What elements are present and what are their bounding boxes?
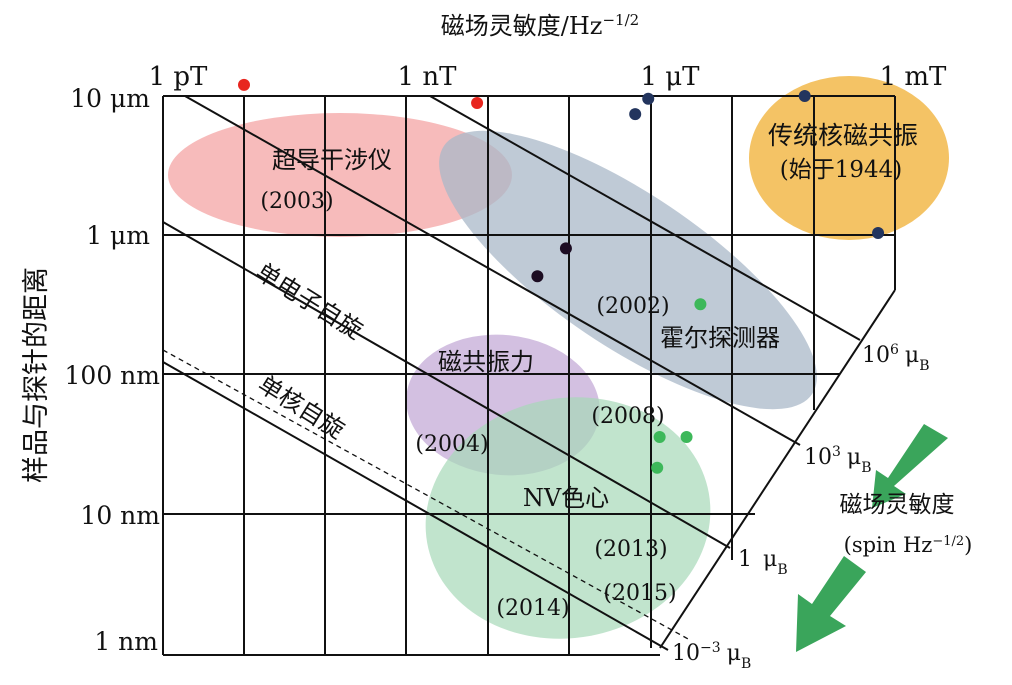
spin-line-1e3 bbox=[184, 95, 801, 446]
sensitivity-arrows bbox=[796, 424, 948, 652]
sensitivity-unit: (spin Hz−1/2) bbox=[844, 533, 973, 557]
squid-point-2 bbox=[238, 78, 250, 91]
hall-point-8 bbox=[798, 90, 811, 102]
hall-label: 霍尔探测器 bbox=[660, 324, 780, 352]
region-squid bbox=[168, 113, 512, 237]
y-tick-10nm: 10 nm bbox=[80, 501, 160, 530]
y-axis-label: 样品与探针的距离 bbox=[21, 267, 52, 483]
sensitivity-title: 磁场灵敏度 bbox=[840, 492, 955, 518]
arrow-lower bbox=[796, 556, 866, 652]
x-tick-1pt: 1 pT bbox=[149, 62, 208, 92]
nv-label: NV色心 bbox=[523, 484, 609, 512]
nv-year-2008: (2008) bbox=[591, 404, 664, 429]
x-tick-1nt: 1 nT bbox=[398, 62, 458, 92]
y-tick-100nm: 100 nm bbox=[65, 361, 161, 390]
spin-line-1em3 bbox=[162, 361, 669, 651]
x-tick-1ut: 1 μT bbox=[640, 62, 700, 92]
chart-title: 磁场灵敏度/Hz−1/2 bbox=[441, 11, 639, 40]
spin-lines bbox=[162, 95, 861, 651]
nv-point-1 bbox=[694, 298, 707, 311]
spin-label-1: 1 μB bbox=[738, 547, 788, 578]
hall-point-11 bbox=[872, 226, 885, 239]
hall-point-10 bbox=[629, 108, 642, 121]
spin-label-1e3: 103 μB bbox=[804, 444, 872, 476]
data-points bbox=[238, 78, 885, 474]
y-tick-1nm: 1 nm bbox=[94, 627, 158, 656]
spin-line-dashed bbox=[162, 349, 691, 641]
title-exponent: −1/2 bbox=[602, 11, 639, 29]
x-tick-1mt: 1 mT bbox=[880, 62, 947, 92]
spin-line-1e6 bbox=[429, 95, 861, 341]
hall-year: (2002) bbox=[596, 294, 669, 319]
mfm-label: 磁共振力 bbox=[438, 348, 534, 376]
region-hall bbox=[439, 130, 817, 410]
spin-line-1 bbox=[162, 221, 731, 549]
electron-spin-label: 单电子自旋 bbox=[251, 258, 368, 345]
region-nmr bbox=[749, 76, 949, 240]
nv-year-2013: (2013) bbox=[594, 537, 667, 562]
nv-point-3 bbox=[680, 430, 693, 443]
mfm-point-2 bbox=[531, 270, 544, 283]
y-tick-10um: 10 μm bbox=[70, 84, 150, 113]
squid-year: (2003) bbox=[260, 189, 333, 214]
nv-point-2 bbox=[653, 430, 666, 443]
nv-year-2014: (2014) bbox=[496, 596, 569, 621]
grid bbox=[162, 95, 896, 656]
spin-label-1e6: 106 μB bbox=[862, 342, 930, 374]
arrow-upper bbox=[872, 424, 948, 508]
nmr-year: (始于1944) bbox=[780, 157, 902, 183]
mfm-point-1 bbox=[559, 242, 572, 255]
mfm-year: (2004) bbox=[415, 432, 488, 457]
y-tick-1um: 1 μm bbox=[86, 221, 150, 250]
nv-year-2015: (2015) bbox=[603, 581, 676, 606]
spin-label-1em3: 10−3 μB bbox=[672, 640, 751, 672]
squid-label: 超导干涉仪 bbox=[272, 146, 392, 174]
squid-point-3 bbox=[471, 96, 484, 109]
nmr-label: 传统核磁共振 bbox=[768, 121, 918, 150]
nv-point-4 bbox=[651, 461, 664, 474]
hall-point-9 bbox=[642, 92, 655, 105]
